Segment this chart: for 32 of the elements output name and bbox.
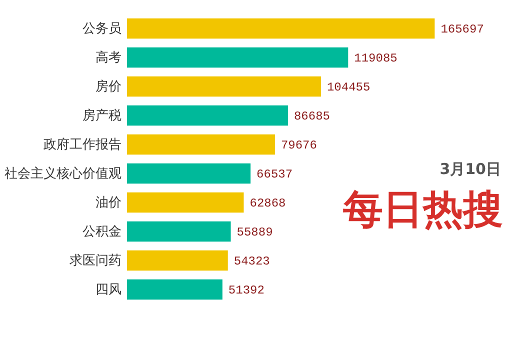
bar	[127, 221, 231, 242]
bar	[127, 134, 275, 155]
data-label: 51392	[228, 284, 264, 298]
data-label: 55889	[236, 226, 273, 240]
bar	[127, 279, 222, 300]
data-label: 62868	[250, 196, 286, 210]
data-label: 165697	[440, 22, 484, 36]
bar	[127, 76, 321, 97]
data-label: 86685	[294, 110, 330, 124]
bar	[127, 47, 348, 68]
y-tick-label: 四风	[96, 282, 122, 298]
y-tick-label: 政府工作报告	[44, 136, 122, 152]
y-tick-label: 高考	[96, 50, 122, 66]
text: 每日热搜	[343, 186, 503, 235]
y-tick-label: 公务员	[82, 22, 122, 36]
bar	[127, 18, 435, 39]
bar	[127, 192, 244, 213]
y-tick-label: 油价	[96, 196, 122, 210]
bar	[127, 250, 228, 271]
text: 3月10日	[440, 160, 501, 179]
bar	[127, 105, 288, 126]
data-label: 104455	[326, 80, 370, 94]
y-tick-label: 房产税	[82, 108, 122, 124]
data-label: 54323	[234, 254, 270, 268]
y-tick-label: 房价	[96, 78, 122, 94]
y-tick-label: 公积金	[82, 224, 122, 240]
y-tick-label: 社会主义核心价值观	[4, 166, 122, 182]
data-label: 119085	[354, 52, 398, 66]
bar	[127, 163, 251, 184]
data-label: 66537	[256, 168, 293, 182]
data-label: 79676	[280, 138, 317, 152]
y-tick-label: 求医问药	[70, 254, 122, 268]
